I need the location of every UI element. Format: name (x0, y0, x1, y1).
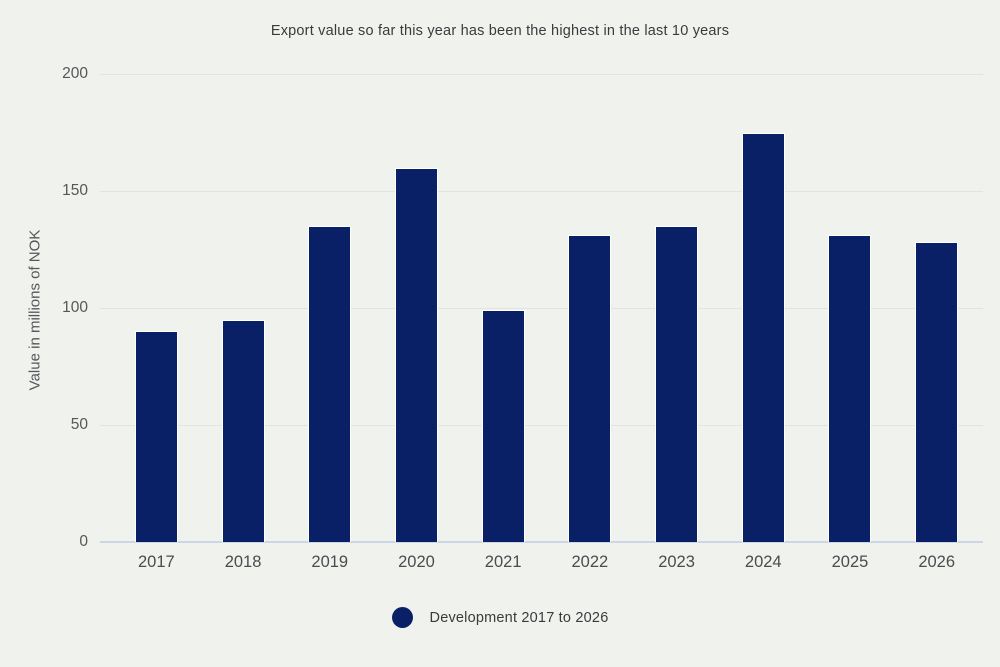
plot-area (100, 74, 983, 543)
x-label-2017: 2017 (137, 553, 175, 571)
x-label-2020: 2020 (398, 553, 435, 571)
gridline-100 (100, 308, 983, 309)
legend-item[interactable]: Development 2017 to 2026 (0, 607, 1000, 628)
x-label-2019: 2019 (311, 553, 349, 571)
chart-title: Export value so far this year has been t… (270, 23, 730, 39)
bar-cell-2022 (547, 74, 634, 542)
y-tick-0: 0 (79, 533, 88, 550)
bar-2024[interactable] (741, 132, 785, 542)
bar-cell-2021 (460, 74, 547, 542)
x-axis-labels: 2017 2018 2019 2020 2021 2022 2023 2024 2025 2026 (113, 553, 980, 572)
legend-label: Development 2017 to 2026 (429, 609, 609, 626)
x-label-2025: 2025 (831, 553, 869, 571)
x-label-2021: 2021 (484, 553, 522, 571)
bar-2022[interactable] (568, 235, 612, 542)
bar-2018[interactable] (221, 319, 265, 542)
x-label-2023: 2023 (658, 553, 695, 571)
bar-2019[interactable] (308, 226, 352, 542)
bar-2025[interactable] (828, 235, 872, 542)
x-axis-line (100, 541, 983, 543)
bar-cell-2017 (113, 74, 200, 542)
bar-cell-2019 (286, 74, 373, 542)
bars-row (113, 74, 980, 542)
bar-cell-2020 (373, 74, 460, 542)
bar-2020[interactable] (394, 167, 438, 542)
y-tick-150: 150 (62, 182, 88, 199)
y-tick-100: 100 (62, 299, 88, 316)
bar-2026[interactable] (915, 242, 959, 542)
gridline-50 (100, 425, 983, 426)
bar-cell-2023 (633, 74, 720, 542)
legend-marker-icon (391, 607, 413, 628)
x-label-2024: 2024 (744, 553, 782, 571)
bar-cell-2018 (200, 74, 287, 542)
gridline-200 (100, 74, 983, 75)
bar-cell-2026 (893, 74, 980, 542)
y-tick-200: 200 (62, 65, 88, 82)
x-label-2022: 2022 (571, 553, 609, 571)
bar-2021[interactable] (481, 310, 525, 542)
bar-2023[interactable] (655, 226, 699, 542)
bar-2017[interactable] (134, 331, 178, 542)
y-axis-ticks: 0 50 100 150 200 (0, 65, 88, 550)
gridline-150 (100, 191, 983, 192)
bar-cell-2024 (720, 74, 807, 542)
x-label-2026: 2026 (918, 553, 956, 571)
y-tick-50: 50 (70, 416, 88, 433)
bar-cell-2025 (807, 74, 894, 542)
x-label-2018: 2018 (224, 553, 262, 571)
